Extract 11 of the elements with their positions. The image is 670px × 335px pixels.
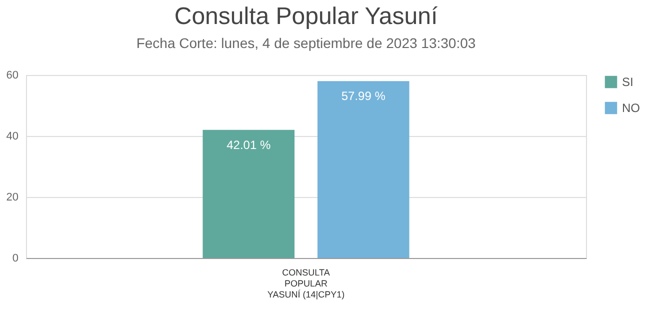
chart-subtitle: Fecha Corte: lunes, 4 de septiembre de 2023 13:30:03 xyxy=(136,35,476,51)
legend-label: NO xyxy=(622,101,640,115)
chart-title: Consulta Popular Yasuní xyxy=(174,3,438,30)
data-label: 42.01 % xyxy=(226,138,271,152)
x-tick-label: CONSULTA POPULAR YASUNÍ (14|CPY1) xyxy=(267,268,345,300)
legend-label: SI xyxy=(622,75,634,89)
y-tick-label: 60 xyxy=(6,70,18,82)
y-tick-label: 0 xyxy=(12,252,18,264)
y-tick-label: 20 xyxy=(6,192,18,204)
y-tick-label: 40 xyxy=(6,130,18,142)
data-label: 57.99 % xyxy=(341,89,386,104)
